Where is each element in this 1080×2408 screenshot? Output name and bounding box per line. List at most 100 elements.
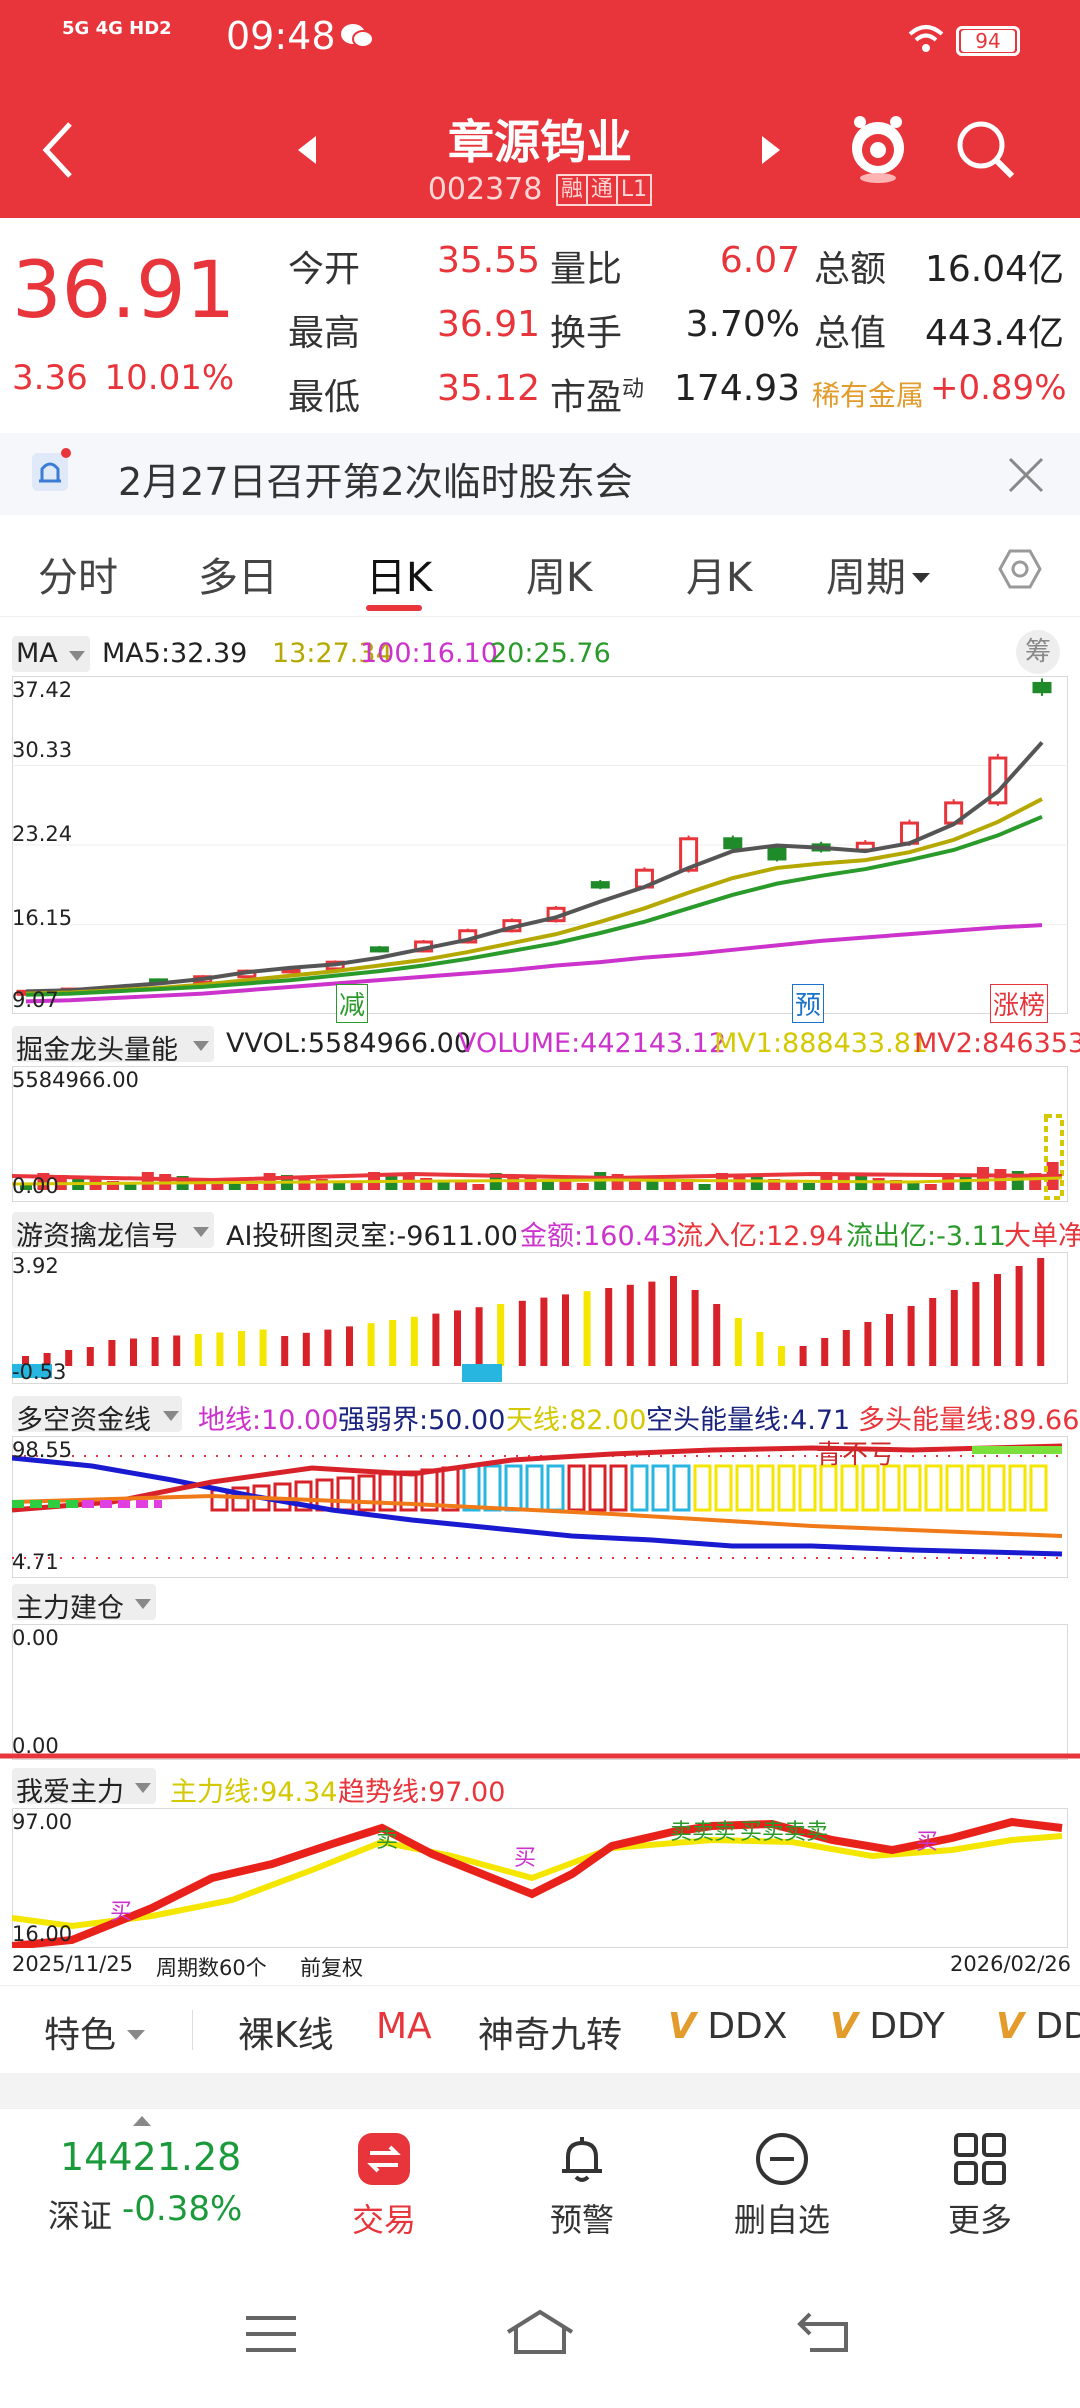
more-grid-icon[interactable] [952,2131,1008,2191]
volume-bar [803,1183,815,1190]
indicator-ddx[interactable]: V DDX [668,2006,787,2047]
main-force-selector[interactable]: 我爱主力 [12,1768,156,1808]
y-tick-3: 23.24 [12,822,73,846]
tab-monthly-k[interactable]: 月K [686,555,753,601]
fund-block [945,1464,964,1512]
volume-bar [872,1178,885,1190]
nav-trade[interactable]: 交易 [351,2201,416,2239]
tab-multi-day[interactable]: 多日 [198,555,278,601]
chip-distribution-button[interactable]: 筹 [1016,630,1060,674]
v-badge-icon: V [830,2006,858,2047]
signal-bar [950,1290,958,1366]
main-force-chart[interactable] [12,1808,1068,1948]
amount-legend: 金额:160.43 [520,1221,678,1252]
vol-indicator-name: 掘金龙头量能 [16,1035,178,1066]
back-nav-icon[interactable] [796,2310,850,2358]
home-icon[interactable] [504,2308,576,2360]
adjustment-mode[interactable]: 前复权 [300,1956,363,1980]
tab-period-label: 周期 [826,555,906,601]
nav-alert[interactable]: 预警 [549,2201,614,2239]
stock-name: 章源钨业 [448,115,632,169]
vol-indicator-selector[interactable]: 掘金龙头量能 [12,1026,214,1066]
signal-frame [12,1252,1068,1384]
next-stock-icon[interactable] [758,134,782,170]
signal-bar [151,1337,159,1366]
back-icon[interactable] [40,120,76,184]
indicator-nine-turn[interactable]: 神奇九转 [478,2015,623,2056]
y-tick-max: 37.42 [12,678,73,702]
trade-icon[interactable] [356,2131,412,2191]
candle-body [369,946,389,953]
fund-block [651,1464,670,1512]
tag-margin: 融 [555,174,588,206]
signal-bar [475,1307,483,1366]
bull-energy-legend: 多头能量线:89.66 [858,1405,1080,1436]
sector-link[interactable]: 稀有金属 [812,379,925,412]
candle-body [590,881,610,889]
turnover-rate-value: 3.70% [685,304,800,345]
ma-selector[interactable]: MA [12,636,90,672]
marker-limit-up[interactable]: 涨榜 [990,984,1049,1023]
volume-bar [455,1182,467,1190]
accumulation-chart[interactable] [0,1624,1080,1760]
prev-stock-icon[interactable] [296,134,320,170]
signal-bar [648,1281,656,1366]
signal-bar [842,1330,850,1366]
signal-bar [799,1346,807,1366]
nav-more[interactable]: 更多 [947,2201,1012,2239]
tab-intraday[interactable]: 分时 [38,555,118,601]
ddy-label: DDY [869,2006,945,2047]
accumulation-selector[interactable]: 主力建仓 [12,1584,156,1624]
indicator-dd[interactable]: V DD [996,2006,1080,2047]
nav-remove-watchlist[interactable]: 删自选 [733,2201,830,2239]
signal-sell-group-1: 卖卖卖 [670,1820,737,1845]
volume-bar [977,1167,989,1190]
index-change: -0.38% [122,2189,243,2229]
expand-up-icon[interactable] [132,2115,152,2127]
volume-chart[interactable] [12,1066,1068,1202]
signal-indicator-selector[interactable]: 游资擒龙信号 [12,1212,214,1252]
volume-bar [959,1175,972,1190]
ma5-legend: MA5:32.39 [102,638,248,669]
signal-bar [907,1306,915,1366]
signal-bar [497,1304,505,1366]
fund-block [357,1474,376,1512]
menu-icon[interactable] [244,2314,298,2358]
candle-body [679,837,699,872]
tab-period[interactable]: 周期 [826,545,932,603]
outflow-legend: 流出亿:-3.11 [846,1221,1006,1252]
ma100-legend: 100:16.10 [360,638,498,669]
notice-bar[interactable]: 2月27日召开第2次临时股东会 [0,433,1080,515]
signal-bar [626,1284,634,1366]
indicator-ma[interactable]: MA [376,2006,432,2047]
remove-watchlist-icon[interactable] [754,2131,810,2191]
mascot-icon[interactable] [846,112,910,188]
search-icon[interactable] [954,118,1018,186]
settings-hexagon-icon[interactable] [996,545,1044,597]
index-value[interactable]: 14421.28 [60,2135,242,2179]
special-dropdown[interactable]: 特色 [44,2006,146,2058]
marker-reduce[interactable]: 减 [336,984,369,1023]
signal-sell-1: 卖 [376,1828,399,1853]
index-name: 深证 [48,2197,113,2235]
fund-line-chart[interactable] [12,1436,1068,1578]
volume-bar [750,1177,763,1190]
market-cap-value: 443.4亿 [924,313,1064,354]
tab-daily-k[interactable]: 日K [366,555,433,601]
tab-weekly-k[interactable]: 周K [526,555,593,601]
fund-line-selector[interactable]: 多空资金线 [12,1396,182,1436]
indicator-naked-k[interactable]: 裸K线 [238,2015,334,2056]
y-tick-min: 9.07 [12,988,59,1012]
close-icon[interactable] [1006,455,1046,499]
alert-bell-icon[interactable] [554,2131,610,2191]
indicator-ddy[interactable]: V DDY [830,2006,945,2047]
signal-bar [43,1353,51,1366]
pe-label-sup: 动 [622,377,645,402]
main-force-name: 我爱主力 [16,1777,124,1808]
bear-energy-legend: 空头能量线:4.71 [646,1405,851,1436]
kline-chart[interactable] [12,676,1068,1014]
ma20-legend: 20:25.76 [490,638,611,669]
signal-chart[interactable] [12,1252,1068,1384]
volume-bar [107,1181,119,1190]
marker-forecast[interactable]: 预 [792,984,825,1023]
